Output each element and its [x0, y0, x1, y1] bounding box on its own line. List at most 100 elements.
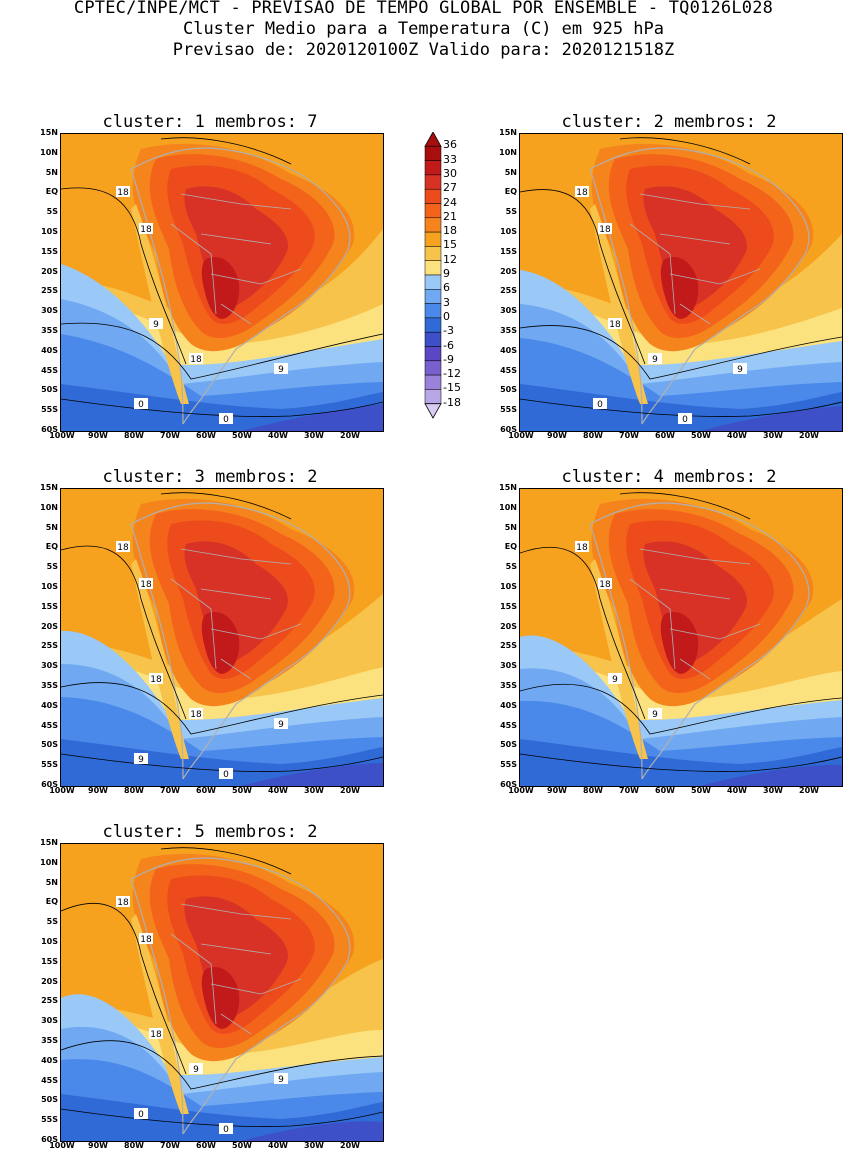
svg-text:9: 9	[138, 755, 144, 765]
colorbar-label: 18	[443, 224, 457, 238]
latitude-label: EQ	[504, 542, 517, 552]
longitude-label: 80W	[124, 786, 144, 795]
longitude-label: 60W	[655, 786, 675, 795]
contour-label: 9	[189, 1063, 203, 1075]
map-frame: 18 18 18 9 9 0 0	[60, 843, 384, 1142]
contour-line	[160, 137, 292, 165]
colorbar-swatch	[424, 160, 442, 176]
colorbar-swatch	[424, 289, 442, 304]
country-border	[220, 303, 252, 325]
latitude-label: 35S	[500, 681, 517, 690]
country-border	[210, 623, 302, 640]
contour-label: 9	[733, 363, 747, 375]
country-border	[639, 193, 751, 210]
svg-text:18: 18	[117, 898, 129, 908]
latitude-label: 30S	[41, 306, 58, 316]
colorbar-label: 6	[443, 281, 450, 295]
latitude-label: 50S	[500, 385, 517, 395]
colorbar-label: 24	[443, 195, 457, 209]
longitude-label: 40W	[268, 1141, 288, 1150]
panel-title: cluster: 2 membros: 2	[561, 112, 777, 132]
latitude-label: 60S	[41, 780, 58, 789]
svg-text:0: 0	[597, 400, 603, 410]
contour-line	[61, 682, 383, 735]
contour-label: 18	[608, 318, 622, 330]
latitude-label: 5S	[505, 207, 517, 217]
colorbar-legend: 36 33 30 27 24 21 18 15 12 9 6 3 0 -3 -6 -9 -12 -15 -18	[423, 131, 483, 442]
contour-label: 0	[134, 1108, 148, 1120]
andes-cool-strip	[131, 914, 189, 1114]
colorbar-label: 3	[443, 295, 450, 309]
svg-text:9: 9	[612, 675, 618, 685]
contour-line	[619, 137, 751, 165]
temperature-band	[660, 256, 699, 319]
svg-text:18: 18	[140, 935, 152, 945]
contour-line	[61, 187, 187, 365]
latitude-label: 30S	[500, 306, 517, 316]
contour-label: 0	[219, 768, 233, 780]
temperature-map: 18 18 18 9 9 0 0	[61, 844, 383, 1141]
latitude-label: 35S	[41, 1036, 58, 1045]
latitude-label: 20S	[500, 266, 517, 276]
svg-text:0: 0	[223, 1125, 229, 1135]
country-border	[629, 223, 676, 315]
colorbar-label: -12	[443, 367, 461, 381]
latitude-label: 55S	[41, 1115, 58, 1125]
latitude-label: 45S	[41, 720, 58, 730]
figure-title: CPTEC/INPE/MCT - PREVISAO DE TEMPO GLOBA…	[73, 0, 774, 18]
temperature-band	[201, 611, 240, 674]
country-border	[210, 978, 302, 995]
longitude-label: 90W	[88, 431, 108, 440]
latitude-label: 5N	[45, 167, 58, 177]
latitude-label: 25S	[41, 996, 58, 1006]
latitude-label: 10S	[41, 937, 58, 946]
contour-label: 0	[219, 1123, 233, 1135]
temperature-band	[201, 256, 240, 319]
longitude-label: 70W	[160, 786, 180, 795]
colorbar-label: 12	[443, 252, 457, 266]
latitude-label: 10S	[500, 227, 517, 236]
longitude-label: 100W	[49, 431, 75, 440]
temperature-band	[700, 764, 842, 786]
svg-text:18: 18	[150, 1030, 162, 1040]
country-border	[669, 268, 761, 285]
latitude-label: 35S	[41, 681, 58, 690]
svg-text:9: 9	[737, 365, 743, 375]
svg-text:18: 18	[190, 710, 202, 720]
longitude-label: 100W	[508, 786, 534, 795]
latitude-label: 15S	[41, 246, 58, 256]
latitude-label: 25S	[500, 286, 517, 296]
latitude-label: 50S	[500, 740, 517, 750]
colorbar-label: -6	[443, 338, 454, 352]
latitude-label: 5N	[45, 522, 58, 532]
contour-label: 0	[593, 398, 607, 410]
colorbar-label: -3	[443, 324, 454, 338]
colorbar-swatch	[424, 331, 442, 347]
svg-text:9: 9	[652, 710, 658, 720]
svg-text:18: 18	[599, 225, 611, 235]
colorbar-label: -9	[443, 352, 454, 366]
colorbar-swatch	[424, 303, 442, 319]
svg-text:9: 9	[278, 365, 284, 375]
colorbar-swatch	[424, 203, 442, 219]
latitude-label: 55S	[41, 760, 58, 770]
coastline-west	[130, 878, 184, 1135]
longitude-label: 90W	[88, 1141, 108, 1150]
country-border	[639, 548, 751, 565]
coastline	[130, 147, 351, 425]
longitude-label: 70W	[160, 431, 180, 440]
longitude-label: 80W	[124, 431, 144, 440]
colorbar-swatch	[424, 231, 442, 247]
svg-text:18: 18	[117, 543, 129, 553]
country-border	[200, 943, 272, 955]
longitude-label: 60W	[196, 786, 216, 795]
longitude-label: 20W	[340, 431, 360, 440]
latitude-label: 60S	[41, 425, 58, 434]
contour-line	[520, 189, 646, 365]
colorbar-swatch	[424, 246, 442, 261]
latitude-label: 25S	[41, 286, 58, 296]
temperature-band	[660, 611, 699, 674]
latitude-label: 55S	[500, 405, 517, 415]
longitude-label: 40W	[268, 431, 288, 440]
contour-label: 0	[134, 398, 148, 410]
